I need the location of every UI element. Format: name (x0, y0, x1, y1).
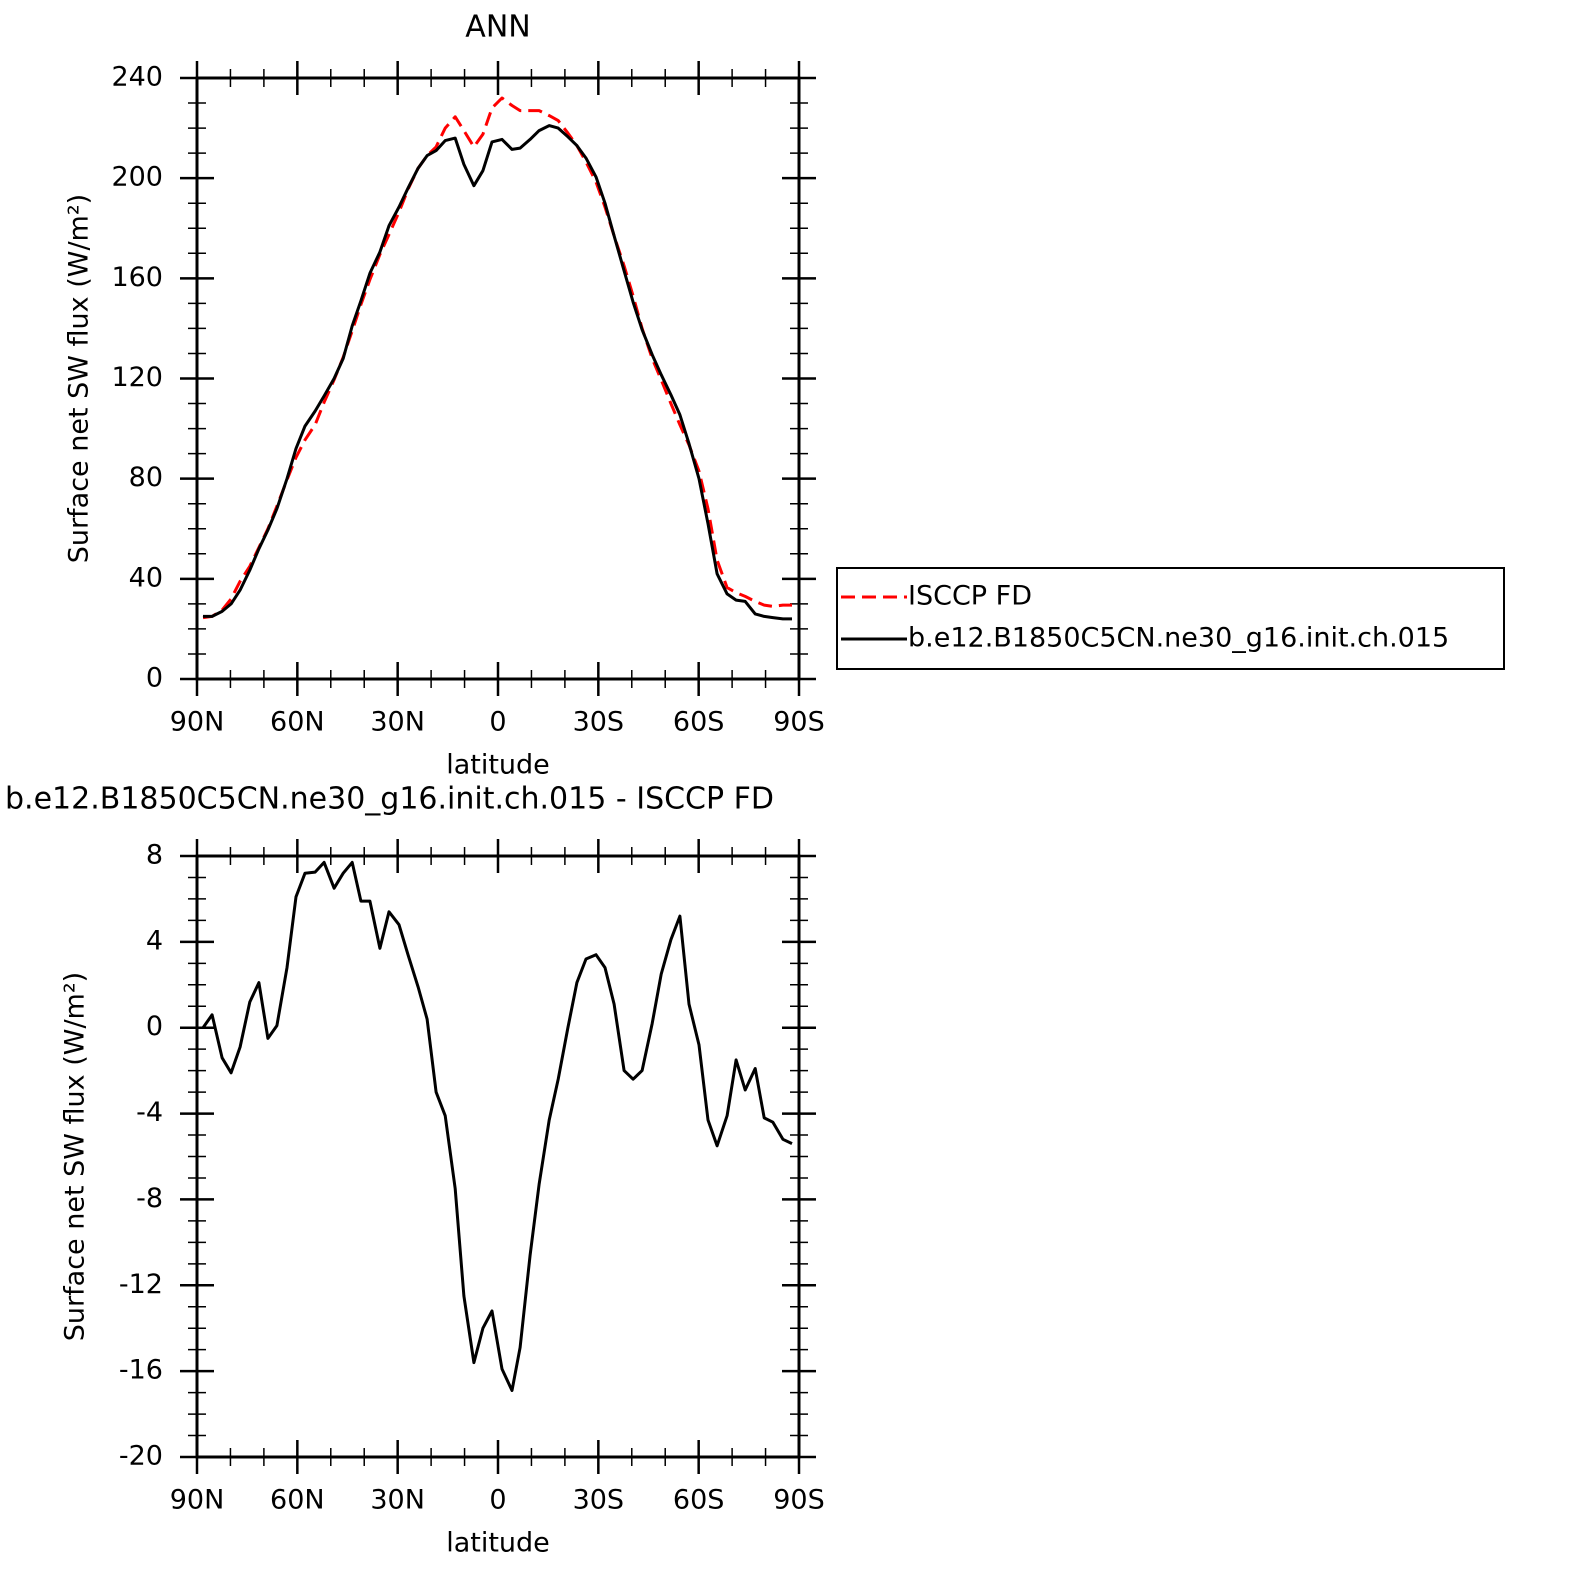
x-tick-label: 0 (489, 1485, 506, 1516)
series-line (202, 96, 792, 620)
y-tick-label: -8 (136, 1183, 163, 1214)
y-tick-label: -12 (119, 1269, 163, 1300)
series-line (203, 124, 792, 621)
x-tick-label: 60N (270, 707, 325, 738)
y-tick-label: 8 (146, 840, 163, 871)
x-tick-label: 30N (370, 1485, 425, 1516)
series-line (201, 860, 793, 1392)
y-tick-label: 160 (111, 262, 163, 293)
y-tick-label: -4 (136, 1097, 163, 1128)
y-tick-label: 80 (129, 462, 163, 493)
x-tick-label: 30N (370, 707, 425, 738)
x-tick-label: 60N (270, 1485, 325, 1516)
y-axis-label: Surface net SW flux (W/m²) (64, 194, 95, 563)
x-tick-label: 30S (573, 1485, 625, 1516)
y-tick-label: 4 (146, 925, 163, 956)
y-tick-label: 0 (146, 1011, 163, 1042)
plot-frame (195, 76, 801, 681)
y-tick-label: -20 (119, 1441, 163, 1472)
legend: ISCCP FD b.e12.B1850C5CN.ne30_g16.init.ch… (836, 567, 1505, 670)
x-tick-label: 60S (673, 707, 725, 738)
y-tick-label: -16 (119, 1355, 163, 1386)
x-tick-label: 90N (170, 1485, 225, 1516)
x-tick-label: 0 (489, 707, 506, 738)
legend-label: b.e12.B1850C5CN.ne30_g16.init.ch.015 (908, 623, 1449, 654)
y-tick-label: 240 (111, 62, 163, 93)
x-axis-label: latitude (446, 750, 550, 781)
y-tick-label: 200 (111, 162, 163, 193)
chart-title: b.e12.B1850C5CN.ne30_g16.init.ch.015 - I… (5, 782, 774, 817)
chart-title: ANN (465, 10, 530, 45)
plot-frame (195, 854, 801, 1459)
x-tick-label: 90S (773, 707, 825, 738)
y-tick-label: 40 (129, 562, 163, 593)
x-tick-label: 30S (573, 707, 625, 738)
y-tick-label: 0 (146, 663, 163, 694)
x-tick-label: 90N (170, 707, 225, 738)
x-tick-label: 90S (773, 1485, 825, 1516)
y-tick-label: 120 (111, 362, 163, 393)
legend-label: ISCCP FD (908, 581, 1032, 612)
x-axis-label: latitude (446, 1528, 550, 1559)
y-axis-label: Surface net SW flux (W/m²) (60, 972, 91, 1341)
legend-box (836, 567, 1505, 670)
x-tick-label: 60S (673, 1485, 725, 1516)
